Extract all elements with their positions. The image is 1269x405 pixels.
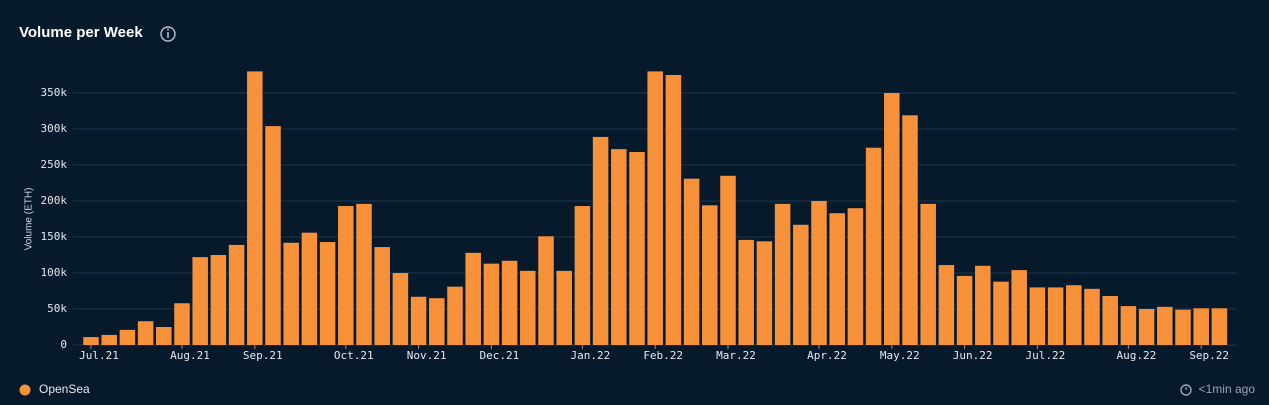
x-tick-label: May.22: [880, 349, 920, 362]
x-tick-label: Feb.22: [643, 349, 683, 362]
legend-swatch: [19, 384, 31, 396]
bar: [1175, 309, 1191, 345]
refresh-icon: [1180, 384, 1192, 396]
x-tick-label: Aug.21: [170, 349, 210, 362]
bar: [1066, 285, 1082, 345]
bar: [993, 281, 1009, 345]
bar: [956, 275, 973, 345]
bar: [1029, 287, 1046, 345]
bar: [265, 126, 281, 346]
bar: [1157, 306, 1173, 345]
y-tick-label: 350k: [41, 86, 68, 99]
x-tick-label: Sep.21: [243, 349, 283, 362]
bar: [319, 242, 336, 345]
x-tick-label: Apr.22: [807, 349, 847, 362]
bar: [501, 260, 518, 345]
x-tick-label: Oct.21: [334, 349, 374, 362]
bar: [83, 337, 99, 345]
bar: [1084, 288, 1100, 345]
x-tick-label: Aug.22: [1117, 349, 1157, 362]
chart-title: Volume per Week: [19, 24, 143, 41]
bar: [938, 265, 955, 345]
bar: [884, 93, 900, 345]
bar: [429, 298, 445, 345]
bar: [647, 71, 663, 346]
bar: [720, 175, 736, 345]
x-tick-label: Jan.22: [571, 349, 611, 362]
bar: [192, 257, 208, 345]
x-tick-label: Dec.21: [480, 349, 520, 362]
info-icon[interactable]: [160, 26, 176, 42]
bar: [283, 242, 299, 345]
bar: [1138, 309, 1155, 345]
bar: [465, 252, 481, 345]
bar: [520, 270, 536, 345]
bar: [829, 213, 845, 345]
bar: [592, 136, 609, 345]
bar: [392, 273, 409, 345]
x-tick-label: Jul.21: [79, 349, 119, 362]
bar: [447, 286, 463, 345]
bar: [683, 178, 700, 345]
bar: [210, 255, 227, 345]
bar: [774, 203, 791, 345]
bar: [611, 149, 627, 345]
bar: [738, 239, 754, 345]
bar: [101, 334, 117, 345]
bar: [228, 244, 245, 345]
y-tick-label: 250k: [41, 158, 68, 171]
bar: [556, 270, 572, 345]
bar: [629, 152, 645, 345]
bar: [920, 203, 936, 345]
bar: [483, 263, 500, 345]
bar: [1102, 296, 1118, 345]
bar: [793, 224, 809, 345]
bar: [301, 232, 318, 345]
bar: [156, 327, 172, 345]
bar: [538, 236, 554, 345]
y-tick-label: 150k: [41, 230, 68, 243]
bar: [847, 208, 864, 345]
bar: [811, 201, 827, 345]
x-tick-label: Mar.22: [716, 349, 756, 362]
bar: [902, 115, 918, 345]
bar: [410, 296, 427, 345]
bar: [247, 71, 263, 346]
y-axis-label: Volume (ETH): [24, 188, 35, 251]
x-tick-label: Jun.22: [953, 349, 993, 362]
bar: [1011, 270, 1027, 345]
updated-label: <1min ago: [1199, 382, 1256, 396]
y-tick-label: 300k: [41, 122, 68, 135]
bar: [374, 247, 390, 345]
bar: [1120, 306, 1137, 345]
bar: [338, 206, 354, 345]
bar: [1211, 308, 1228, 345]
bar: [975, 265, 991, 345]
bar: [174, 303, 190, 345]
y-tick-label: 100k: [41, 266, 68, 279]
y-tick-label: 50k: [47, 302, 67, 315]
bar: [702, 205, 718, 345]
y-tick-label: 0: [60, 338, 67, 351]
bar: [865, 147, 882, 345]
x-tick-label: Jul.22: [1026, 349, 1066, 362]
bar: [1193, 308, 1209, 345]
bar: [137, 321, 154, 345]
legend-label[interactable]: OpenSea: [39, 382, 90, 396]
bar: [1047, 287, 1064, 345]
y-tick-label: 200k: [41, 194, 68, 207]
x-tick-label: Nov.21: [407, 349, 447, 362]
bar: [356, 203, 372, 345]
bar: [574, 206, 591, 345]
x-tick-label: Sep.22: [1189, 349, 1229, 362]
bar: [665, 75, 682, 345]
bar: [756, 241, 773, 345]
bar: [119, 329, 136, 345]
